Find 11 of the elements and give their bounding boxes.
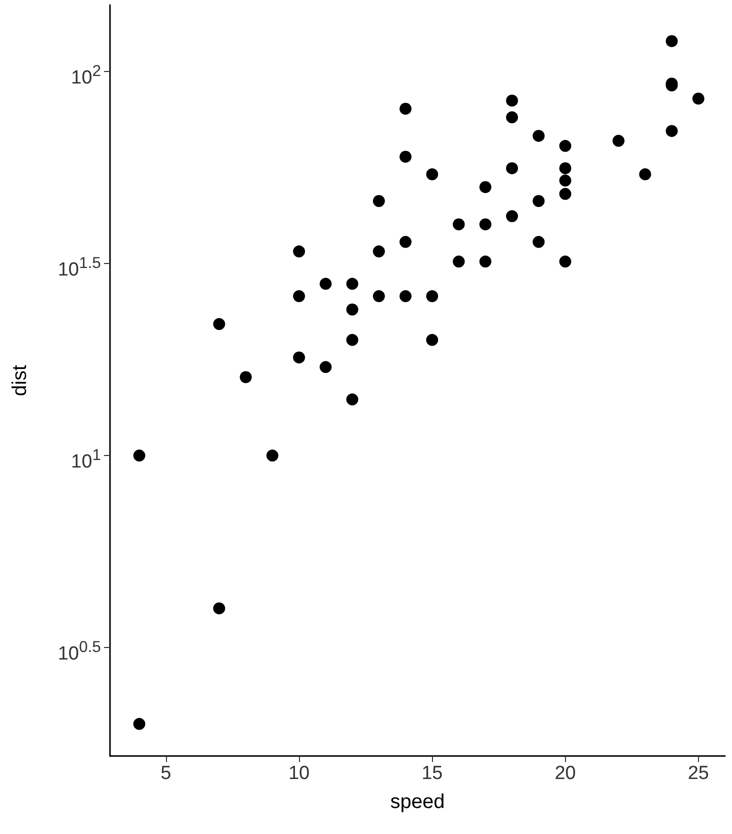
y-axis-title: dist <box>9 364 31 396</box>
y-tick-label: 10$^{1.5}$ <box>58 254 101 282</box>
x-tick-label: 5 <box>160 763 172 784</box>
x-tick-label: 15 <box>422 763 443 784</box>
x-tick-label: 20 <box>554 763 576 784</box>
x-tick-label: 10 <box>288 763 310 784</box>
x-axis-title: speed <box>390 791 445 813</box>
x-tick-label: 25 <box>688 763 709 784</box>
y-tick-label: 10$^{2}$ <box>71 62 101 90</box>
y-tick-label: 10$^{1}$ <box>71 446 101 474</box>
y-tick-label: 10$^{0.5}$ <box>58 638 101 666</box>
